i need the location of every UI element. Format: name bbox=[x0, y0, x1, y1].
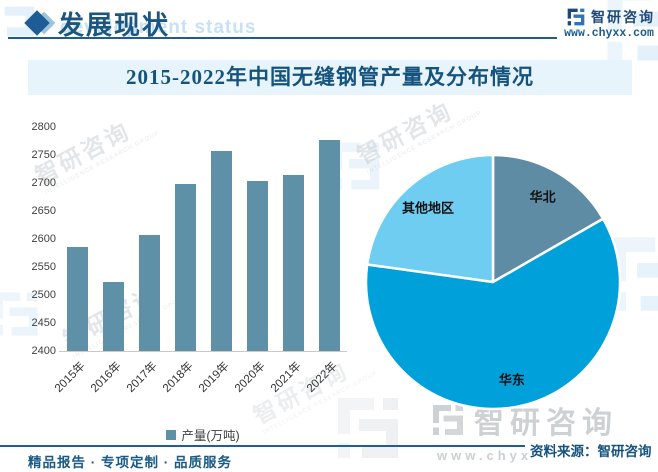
data-source-note: 资料来源：智研咨询 bbox=[528, 440, 654, 460]
bar-2017年 bbox=[138, 234, 160, 351]
bar-2016年 bbox=[102, 282, 124, 351]
footer-slogan: 精品报告 · 专项定制 · 品质服务 bbox=[28, 455, 232, 470]
pie-label-其他地区: 其他地区 bbox=[401, 200, 454, 216]
y-axis-tick-label: 2400 bbox=[31, 345, 56, 357]
bar-2019年 bbox=[210, 151, 232, 351]
pie-chart-svg bbox=[364, 153, 622, 411]
page-title: 发展现状 bbox=[58, 11, 171, 40]
bar-2015年 bbox=[66, 247, 88, 351]
bar-2022年 bbox=[318, 140, 340, 351]
brand-header: 智研咨询 bbox=[566, 7, 655, 27]
diamond-bullet-icon bbox=[24, 10, 56, 36]
pie-label-华北: 华北 bbox=[529, 189, 556, 205]
y-axis-tick-label: 2650 bbox=[31, 205, 56, 217]
footer-divider bbox=[0, 445, 525, 447]
brand-site-url[interactable]: www.chyxx.com bbox=[564, 27, 654, 40]
y-axis-tick-label: 2600 bbox=[31, 233, 56, 245]
pie-slice-华北 bbox=[491, 153, 605, 284]
y-axis-tick-label: 2750 bbox=[31, 149, 56, 161]
header-watermark-text: development status bbox=[60, 17, 257, 38]
bar-chart-x-axis: 2015年 2016年 2017年 2018年 2019年 2020年 2021年 2022年 bbox=[53, 356, 347, 396]
bar-2020年 bbox=[246, 180, 268, 351]
pie-chart: 华北华东 其他地区 bbox=[363, 152, 623, 412]
y-axis-tick-label: 2700 bbox=[31, 177, 56, 189]
bar-chart-plot-area bbox=[59, 128, 347, 352]
y-axis-tick-label: 2800 bbox=[31, 121, 56, 133]
header-divider bbox=[8, 37, 557, 39]
pie-slice-其他地区 bbox=[365, 153, 495, 284]
legend-swatch bbox=[166, 429, 177, 440]
pie-slice-华东 bbox=[364, 217, 622, 411]
bar-chart-legend: 产量(万吨) bbox=[59, 425, 347, 444]
brand-logo-icon bbox=[567, 8, 585, 26]
pie-label-华东: 华东 bbox=[498, 372, 525, 388]
chart-title-banner: 2015-2022年中国无缝钢管产量及分布情况 bbox=[28, 60, 632, 95]
bar-2021年 bbox=[282, 174, 304, 351]
y-axis-tick-label: 2500 bbox=[31, 289, 56, 301]
y-axis-tick-label: 2550 bbox=[31, 261, 56, 273]
brand-name: 智研咨询 bbox=[591, 9, 655, 25]
bar-2018年 bbox=[174, 184, 196, 351]
y-axis-tick-label: 2450 bbox=[31, 317, 56, 329]
legend-label: 产量(万吨) bbox=[181, 429, 240, 443]
